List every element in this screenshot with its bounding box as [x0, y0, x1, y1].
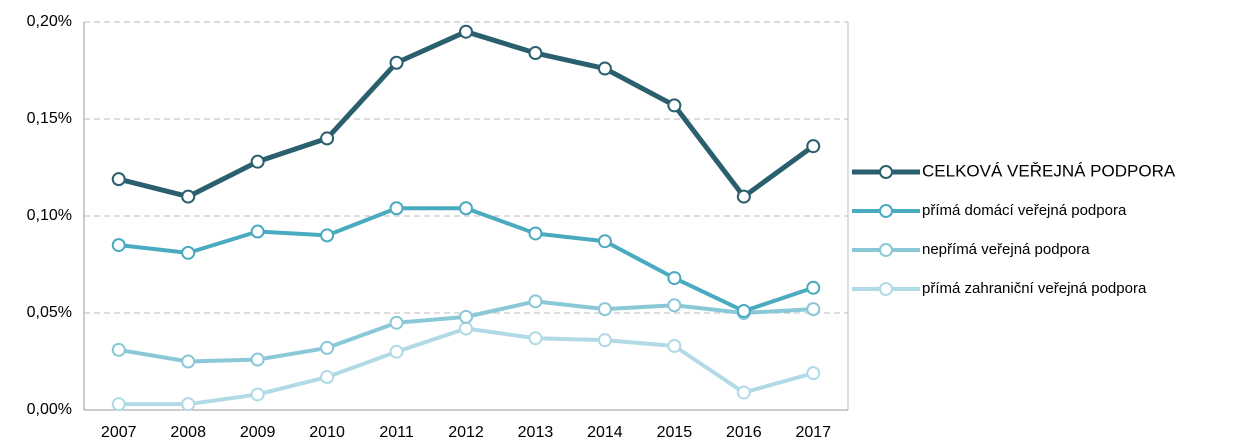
point [389, 315, 404, 330]
point [597, 333, 612, 348]
point [528, 46, 543, 61]
point [806, 280, 821, 295]
x-tick-label: 2008 [170, 424, 206, 441]
legend-marker [879, 204, 893, 218]
point [736, 304, 751, 319]
point [806, 139, 821, 154]
point [250, 387, 265, 402]
point [597, 61, 612, 76]
point [667, 98, 682, 113]
x-tick-label: 2012 [448, 424, 484, 441]
point [389, 55, 404, 70]
point [250, 154, 265, 169]
point [528, 294, 543, 309]
point [320, 370, 335, 385]
legend-label: CELKOVÁ VEŘEJNÁ PODPORA [922, 161, 1176, 180]
point [459, 321, 473, 336]
y-tick-label: 0,20% [27, 13, 72, 30]
point [250, 352, 265, 367]
legend-marker [879, 243, 893, 257]
point [181, 397, 196, 412]
legend-marker [879, 165, 893, 179]
point [597, 234, 612, 249]
x-tick-label: 2015 [657, 424, 693, 441]
point [806, 302, 821, 317]
point [389, 344, 404, 359]
x-tick-label: 2010 [309, 424, 345, 441]
point [667, 338, 682, 353]
x-tick-label: 2017 [795, 424, 831, 441]
x-tick-label: 2014 [587, 424, 623, 441]
x-tick-label: 2007 [101, 424, 137, 441]
point [459, 201, 473, 216]
point [528, 226, 543, 241]
y-tick-label: 0,00% [27, 401, 72, 418]
y-tick-label: 0,05% [27, 304, 72, 321]
legend-label: nepřímá veřejná podpora [922, 241, 1090, 258]
y-tick-label: 0,10% [27, 207, 72, 224]
legend-label: přímá zahraniční veřejná podpora [922, 280, 1147, 297]
point [736, 189, 751, 204]
point [528, 331, 543, 346]
point [111, 172, 126, 187]
point [389, 201, 404, 216]
point [250, 224, 265, 239]
point [459, 24, 473, 39]
point [806, 366, 821, 381]
x-tick-label: 2013 [518, 424, 554, 441]
point [181, 245, 196, 260]
y-tick-label: 0,15% [27, 110, 72, 127]
point [320, 228, 335, 243]
point [181, 189, 196, 204]
point [111, 238, 126, 253]
series-line [118, 29, 815, 200]
point [111, 397, 126, 412]
series-line [118, 206, 814, 314]
point [597, 302, 612, 317]
point [667, 271, 682, 286]
legend-label: přímá domácí veřejná podpora [922, 202, 1127, 219]
x-tick-label: 2016 [726, 424, 762, 441]
x-tick-label: 2011 [379, 424, 414, 441]
point [181, 354, 196, 369]
x-tick-label: 2009 [240, 424, 276, 441]
legend-marker [879, 282, 893, 296]
point [667, 298, 682, 313]
point [320, 131, 335, 146]
point [736, 385, 751, 400]
point [459, 309, 473, 324]
point [320, 340, 335, 355]
series-line [118, 326, 814, 407]
point [111, 342, 126, 357]
